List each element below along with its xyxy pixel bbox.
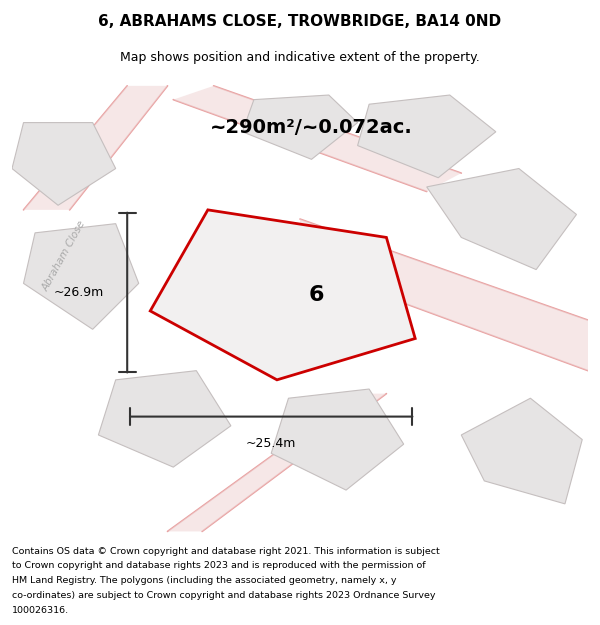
Polygon shape: [242, 95, 358, 159]
Text: ~25.4m: ~25.4m: [246, 438, 296, 450]
Text: 100026316.: 100026316.: [12, 606, 69, 614]
Polygon shape: [167, 394, 386, 531]
Polygon shape: [23, 224, 139, 329]
Polygon shape: [300, 219, 588, 371]
Polygon shape: [150, 210, 415, 380]
Polygon shape: [271, 389, 404, 490]
Polygon shape: [173, 86, 461, 191]
Polygon shape: [427, 169, 577, 269]
Text: HM Land Registry. The polygons (including the associated geometry, namely x, y: HM Land Registry. The polygons (includin…: [12, 576, 397, 585]
Text: 6, ABRAHAMS CLOSE, TROWBRIDGE, BA14 0ND: 6, ABRAHAMS CLOSE, TROWBRIDGE, BA14 0ND: [98, 14, 502, 29]
Text: Contains OS data © Crown copyright and database right 2021. This information is : Contains OS data © Crown copyright and d…: [12, 546, 440, 556]
Polygon shape: [358, 95, 496, 178]
Text: Abraham Close: Abraham Close: [40, 219, 88, 292]
Text: co-ordinates) are subject to Crown copyright and database rights 2023 Ordnance S: co-ordinates) are subject to Crown copyr…: [12, 591, 436, 600]
Text: to Crown copyright and database rights 2023 and is reproduced with the permissio: to Crown copyright and database rights 2…: [12, 561, 425, 570]
Polygon shape: [23, 86, 167, 210]
Polygon shape: [12, 122, 116, 205]
Text: Map shows position and indicative extent of the property.: Map shows position and indicative extent…: [120, 51, 480, 64]
Text: 6: 6: [308, 286, 324, 306]
Text: ~290m²/~0.072ac.: ~290m²/~0.072ac.: [210, 118, 413, 137]
Text: ~26.9m: ~26.9m: [54, 286, 104, 299]
Polygon shape: [461, 398, 582, 504]
Polygon shape: [98, 371, 231, 467]
